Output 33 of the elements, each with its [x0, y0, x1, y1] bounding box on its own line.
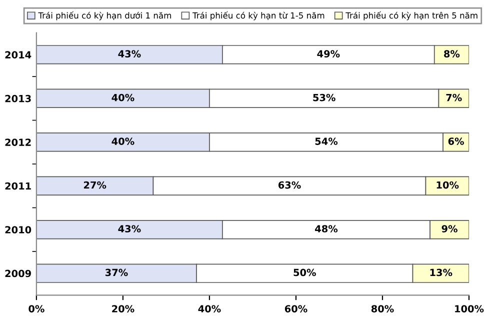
data-label: 40%	[112, 138, 134, 145]
x-tick-label: 100%	[455, 305, 484, 312]
x-tick-label: 0%	[28, 305, 44, 312]
x-tick-label: 20%	[112, 305, 134, 312]
data-label: 27%	[84, 181, 106, 189]
y-tick-label: 2012	[5, 138, 31, 146]
legend-label: Trái phiếu có kỳ hạn từ 1-5 năm	[192, 11, 324, 20]
y-tick-label: 2010	[5, 226, 32, 234]
data-label: 50%	[294, 268, 316, 276]
data-label: 43%	[118, 225, 141, 232]
data-label: 13%	[430, 268, 452, 276]
data-label: 6%	[448, 138, 464, 145]
legend-label: Trái phiếu có kỳ hạn dưới 1 năm	[38, 11, 171, 20]
x-tick-label: 80%	[371, 305, 394, 312]
data-label: 37%	[105, 268, 128, 276]
data-label: 49%	[317, 50, 340, 58]
data-label: 9%	[442, 225, 458, 232]
data-label: 53%	[313, 94, 336, 102]
x-tick-label: 60%	[284, 305, 308, 312]
legend-label: Trái phiếu có kỳ hạn trên 5 năm	[346, 11, 478, 20]
x-tick-label: 40%	[198, 305, 221, 312]
data-label: 48%	[315, 225, 338, 232]
y-tick-label: 2011	[5, 182, 31, 190]
y-tick-label: 2009	[5, 270, 31, 278]
data-label: 54%	[315, 138, 338, 145]
data-label: 43%	[118, 50, 141, 58]
data-label: 40%	[112, 94, 134, 102]
data-label: 8%	[444, 50, 460, 58]
data-label: 7%	[446, 94, 462, 102]
data-label: 10%	[436, 181, 459, 189]
y-tick-label: 2013	[5, 94, 31, 102]
data-label: 63%	[278, 181, 301, 189]
y-tick-label: 2014	[5, 51, 32, 58]
